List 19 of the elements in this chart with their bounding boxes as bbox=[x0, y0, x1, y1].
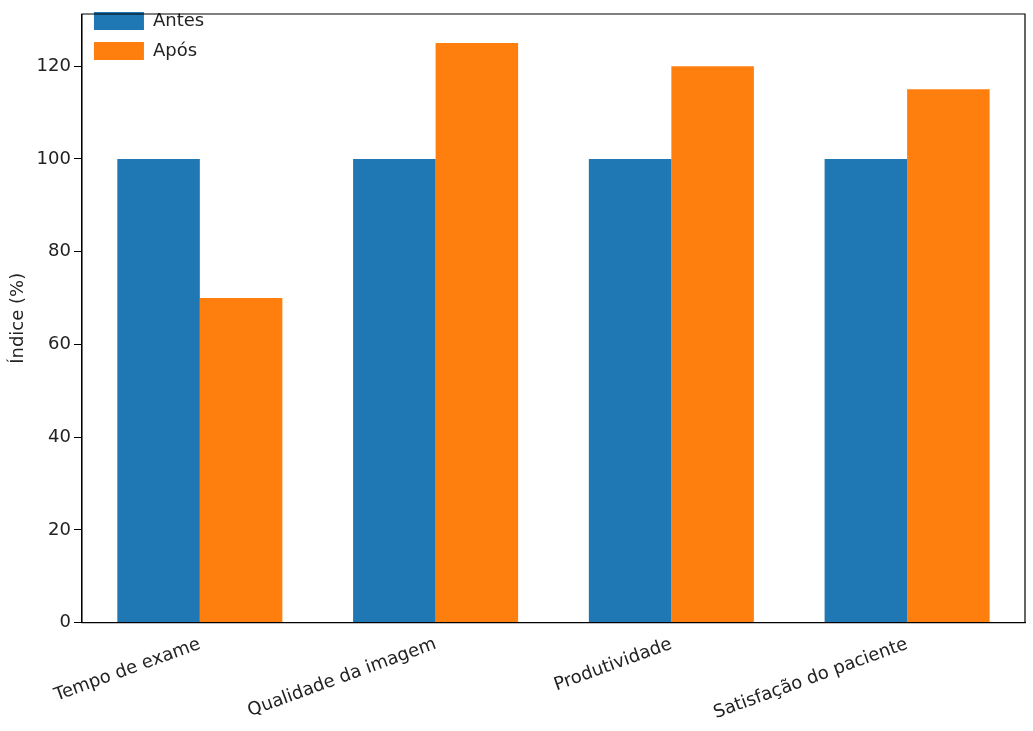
y-tick-label: 40 bbox=[48, 424, 71, 446]
bar bbox=[824, 158, 908, 623]
y-axis-title: Índice (%) bbox=[6, 272, 28, 364]
bar bbox=[353, 158, 436, 623]
y-tick-label: 100 bbox=[36, 146, 71, 168]
bar bbox=[199, 298, 283, 623]
y-tick-label: 20 bbox=[48, 517, 71, 539]
bar bbox=[117, 158, 200, 623]
bar bbox=[907, 89, 990, 623]
legend-label: Após bbox=[152, 38, 198, 60]
y-tick-label: 120 bbox=[36, 53, 71, 75]
y-tick-label: 0 bbox=[59, 610, 71, 632]
y-tick-label: 60 bbox=[48, 332, 71, 354]
bar bbox=[435, 42, 519, 623]
legend-label: Antes bbox=[152, 8, 205, 30]
bar bbox=[588, 158, 672, 623]
y-tick-label: 80 bbox=[48, 239, 71, 261]
x-tick-label: Tempo de exame bbox=[49, 632, 203, 705]
bar bbox=[671, 66, 754, 623]
